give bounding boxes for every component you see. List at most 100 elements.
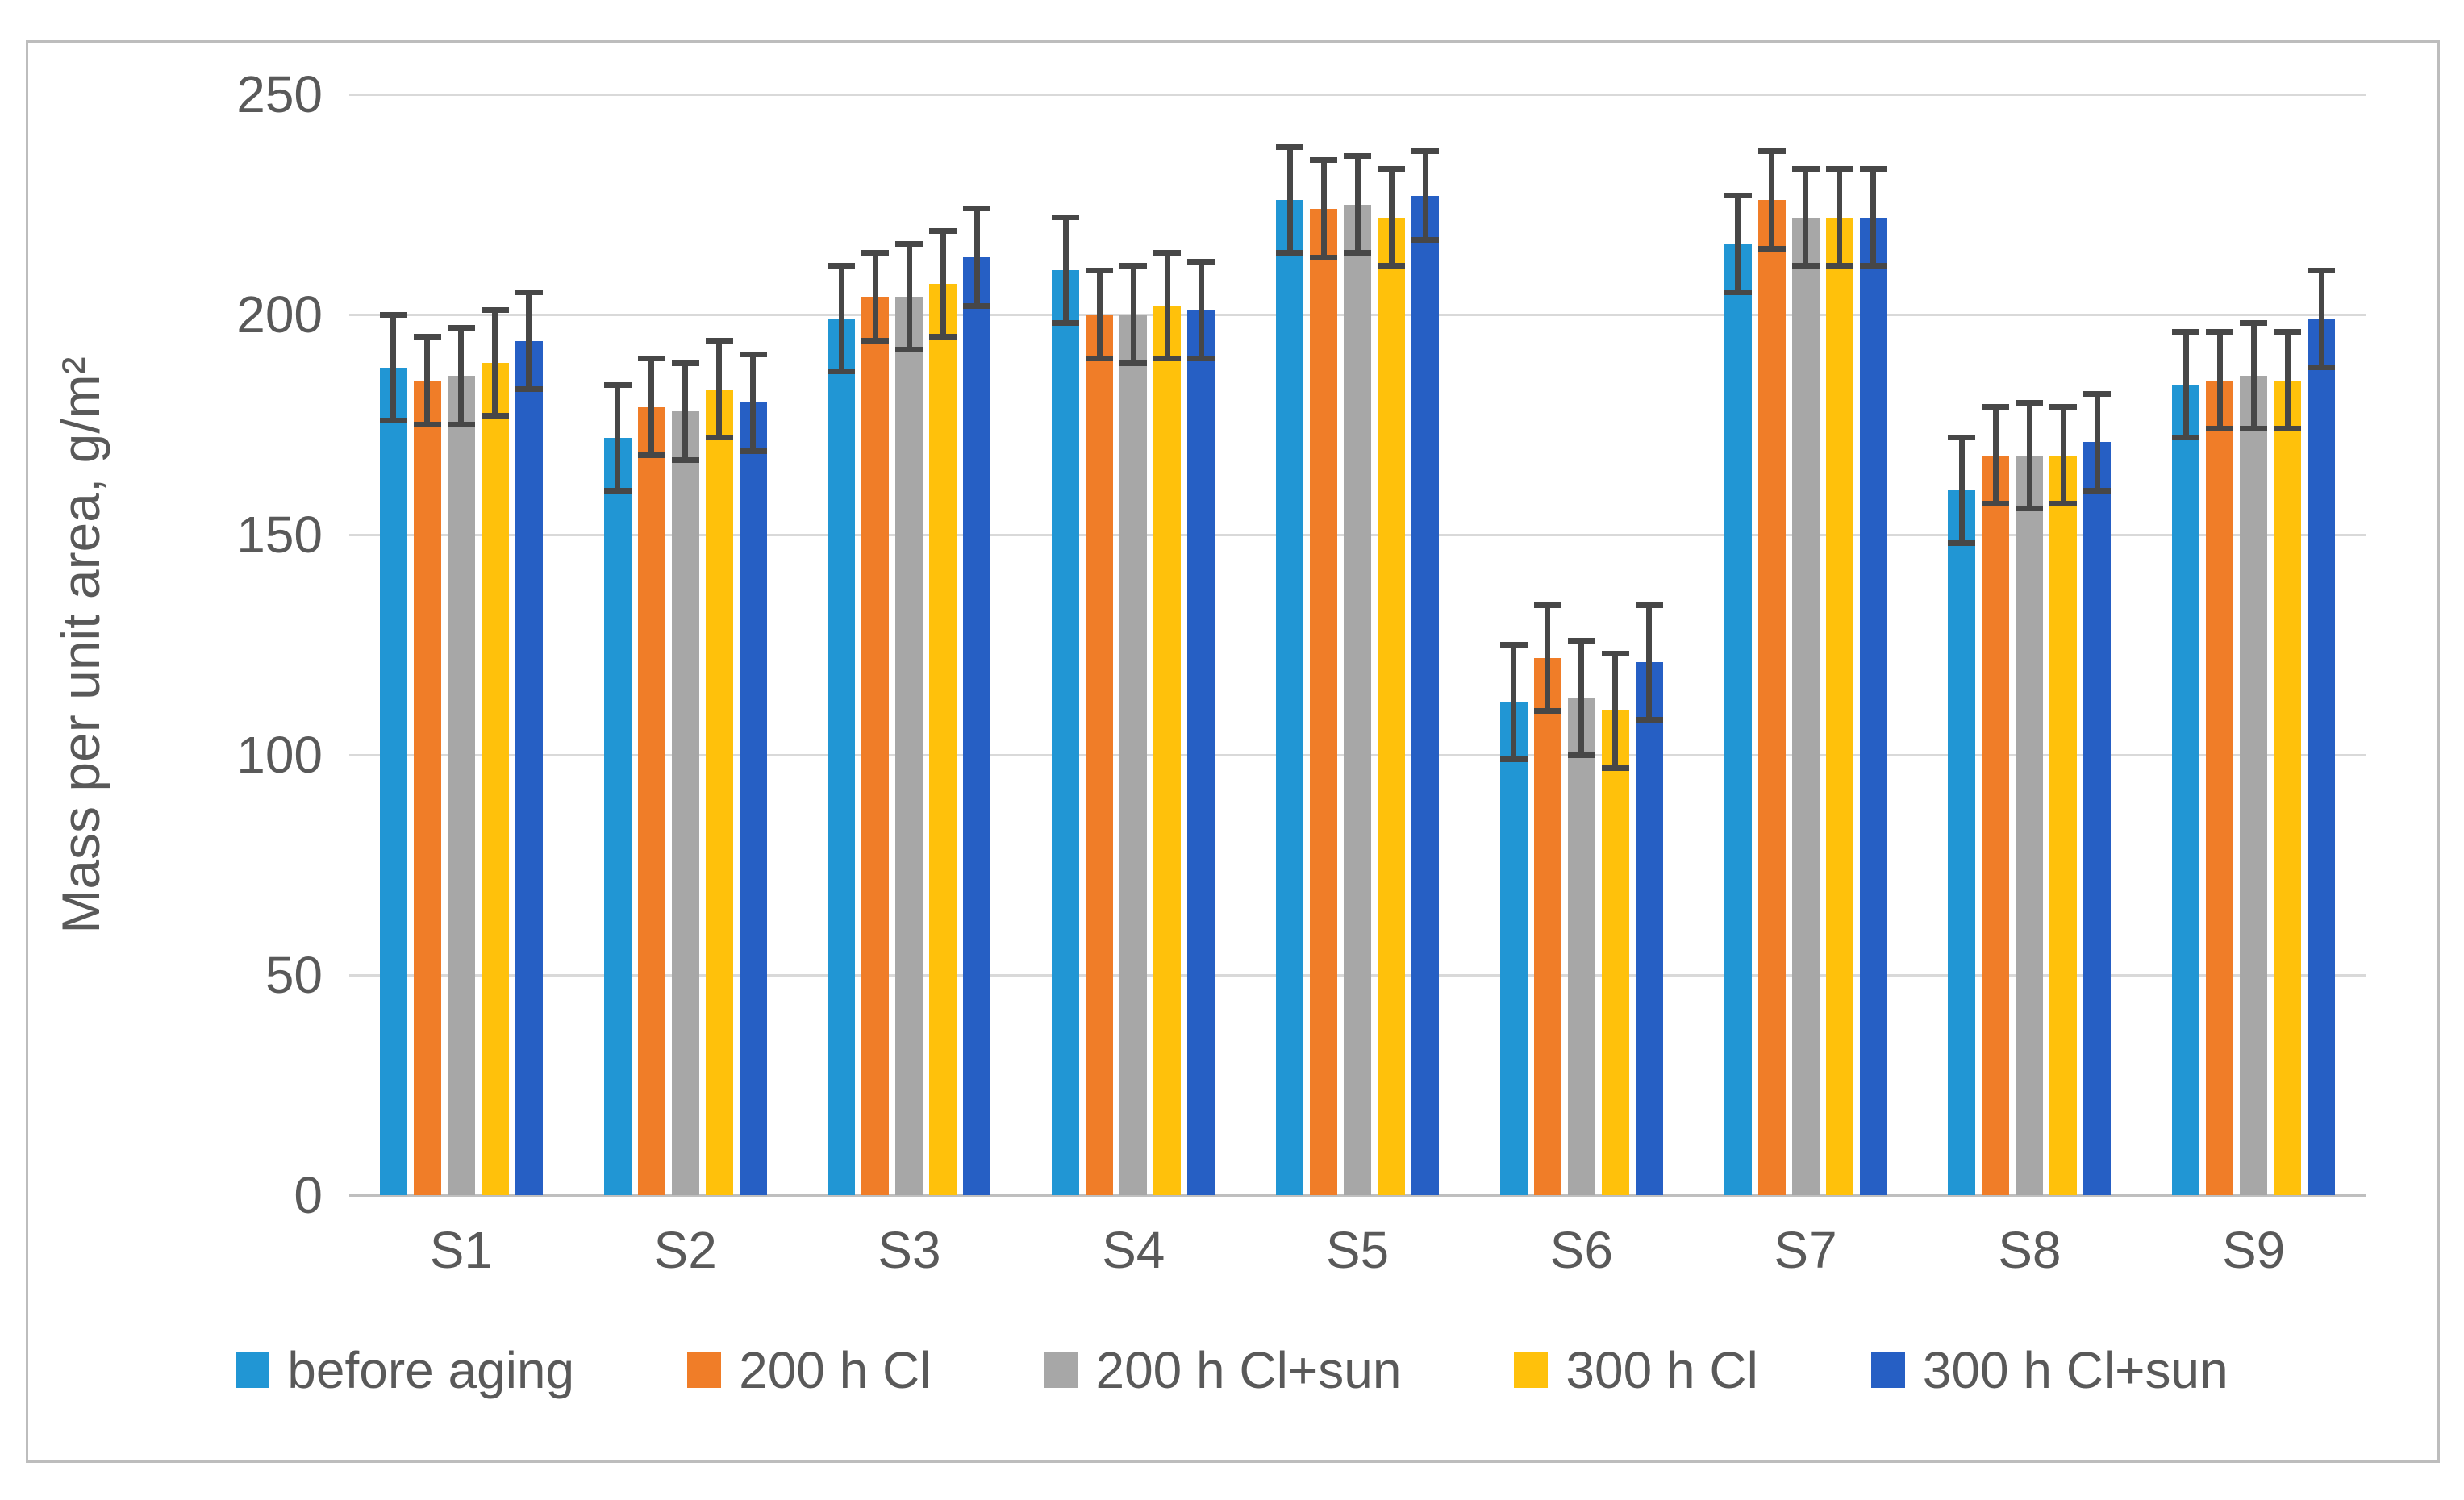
error-bar-cap [2274, 426, 2302, 432]
error-bar-cap [637, 452, 665, 459]
bar-S5-300 h Cl+sun [1411, 195, 1439, 1195]
error-bar [906, 244, 912, 350]
bar-S6-300 h Cl+sun [1635, 662, 1663, 1195]
legend-item: 200 h Cl+sun [1044, 1340, 1401, 1400]
error-bar-cap [515, 290, 543, 296]
error-bar-cap [603, 487, 632, 494]
error-bar-cap [1635, 716, 1663, 723]
error-bar-cap [2049, 404, 2078, 410]
error-bar-cap [2083, 487, 2112, 494]
error-bar [1646, 605, 1653, 720]
bar-S6-before aging [1499, 702, 1528, 1195]
x-category-label: S4 [1102, 1221, 1165, 1279]
bar-S8-before aging [1948, 490, 1976, 1195]
error-bar-cap [1187, 356, 1215, 362]
x-category-label: S1 [429, 1221, 494, 1279]
error-bar [2216, 331, 2223, 429]
error-bar [1870, 169, 1877, 266]
legend-item: 200 h Cl [687, 1340, 931, 1400]
x-category-label: S3 [878, 1221, 941, 1279]
error-bar-cap [379, 417, 407, 423]
error-bar-cap [1567, 752, 1595, 758]
legend: before aging 200 h Cl 200 h Cl+sun 300 h Cl… [0, 1340, 2464, 1400]
error-bar [458, 327, 465, 425]
error-bar [872, 252, 878, 341]
x-category-label: S6 [1549, 1221, 1613, 1279]
error-bar-cap [1567, 637, 1595, 644]
error-bar [1958, 437, 1965, 544]
error-bar-cap [1533, 707, 1561, 714]
error-bar [838, 265, 844, 372]
bar-S3-before aging [828, 319, 856, 1195]
legend-item: before aging [236, 1340, 574, 1400]
error-bar [526, 292, 532, 390]
error-bar [1612, 653, 1619, 769]
error-bar [2060, 406, 2066, 504]
bar-S6-300 h Cl [1601, 710, 1629, 1195]
error-bar-cap [1635, 602, 1663, 608]
error-bar-cap [828, 263, 856, 269]
error-bar [2094, 394, 2100, 491]
error-bar [1320, 160, 1327, 257]
bar-S2-before aging [603, 437, 632, 1195]
error-bar [615, 385, 621, 491]
error-bar-cap [1153, 356, 1182, 362]
bar-S5-before aging [1276, 200, 1303, 1195]
error-bar-cap [705, 338, 733, 344]
error-bar-cap [963, 206, 991, 212]
error-bar-cap [1757, 148, 1786, 155]
x-category-label: S7 [1774, 1221, 1837, 1279]
error-bar-cap [1601, 650, 1629, 656]
error-bar [2318, 270, 2324, 368]
bar-S4-200 h Cl [1086, 315, 1114, 1195]
error-bar [1803, 169, 1809, 266]
legend-label: before aging [287, 1341, 575, 1399]
bar-S4-200 h Cl+sun [1119, 315, 1148, 1195]
error-bar [390, 315, 397, 421]
y-tick-label: 100 [236, 726, 323, 784]
legend-marker-icon [236, 1352, 270, 1388]
error-bar-cap [895, 347, 923, 353]
bar-S4-300 h Cl [1153, 306, 1182, 1195]
error-bar [1992, 406, 1999, 504]
error-bar-cap [1791, 166, 1820, 173]
error-bar [1130, 265, 1136, 364]
bar-S2-300 h Cl [705, 389, 733, 1195]
error-bar-cap [1052, 215, 1080, 221]
legend-label: 300 h Cl+sun [1922, 1341, 2228, 1399]
error-bar [1422, 151, 1428, 240]
error-bar-cap [637, 356, 665, 362]
error-bar-cap [2206, 329, 2234, 335]
bar-S6-200 h Cl+sun [1567, 698, 1595, 1195]
error-bar-cap [1724, 290, 1752, 296]
error-bar [750, 354, 757, 452]
error-bar-cap [1791, 263, 1820, 269]
error-bar-cap [1119, 263, 1148, 269]
bar-S7-300 h Cl [1825, 217, 1853, 1195]
error-bar-cap [1344, 250, 1371, 256]
bar-S2-200 h Cl [637, 406, 665, 1195]
error-bar-cap [2308, 267, 2336, 273]
legend-marker-icon [1870, 1352, 1905, 1388]
bar-S3-300 h Cl [929, 283, 957, 1195]
y-tick-label: 0 [294, 1166, 323, 1224]
error-bar-cap [379, 311, 407, 318]
legend-label: 200 h Cl [739, 1341, 932, 1399]
error-bar-cap [1411, 236, 1439, 243]
bar-S9-300 h Cl+sun [2308, 319, 2336, 1195]
error-bar [1164, 252, 1170, 359]
error-bar-cap [447, 324, 475, 331]
bar-S7-before aging [1724, 244, 1752, 1195]
bar-S5-300 h Cl [1378, 217, 1405, 1195]
bar-S6-200 h Cl [1533, 657, 1561, 1195]
error-bar [1511, 644, 1517, 760]
error-bar-cap [515, 386, 543, 393]
error-bar-cap [828, 369, 856, 375]
error-bar-cap [1310, 157, 1337, 164]
bar-S1-300 h Cl+sun [515, 340, 543, 1195]
error-bar-cap [671, 360, 699, 366]
error-bar-cap [1982, 404, 2010, 410]
error-bar-cap [413, 333, 441, 340]
bar-S9-200 h Cl [2206, 380, 2234, 1195]
